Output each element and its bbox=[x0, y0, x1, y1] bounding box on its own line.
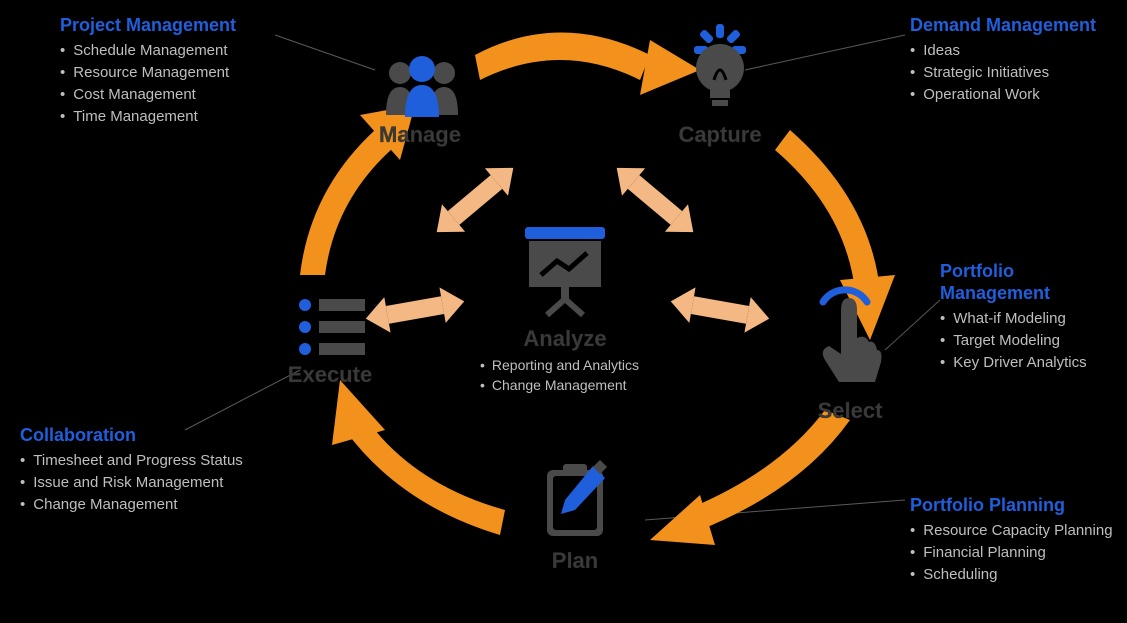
callout-item: Financial Planning bbox=[910, 542, 1113, 564]
callout-title: Portfolio Planning bbox=[910, 495, 1113, 516]
callout-collaboration: Collaboration Timesheet and Progress Sta… bbox=[20, 425, 243, 516]
callout-item: Timesheet and Progress Status bbox=[20, 450, 243, 472]
callout-item: Issue and Risk Management bbox=[20, 472, 243, 494]
cycle-arrow-select-plan bbox=[650, 410, 850, 545]
inner-arrow-execute bbox=[363, 284, 468, 337]
inner-arrow-select bbox=[668, 284, 773, 337]
center-bullet: Reporting and Analytics bbox=[480, 355, 639, 375]
callout-item: Time Management bbox=[60, 106, 236, 128]
callout-item: Resource Management bbox=[60, 62, 236, 84]
people-icon bbox=[386, 56, 458, 117]
inner-arrow-capture bbox=[605, 154, 705, 246]
list-icon bbox=[299, 299, 365, 355]
node-label-select: Select bbox=[780, 398, 920, 424]
node-label-execute: Execute bbox=[260, 362, 400, 388]
cycle-arrow-capture-select bbox=[775, 130, 895, 340]
inner-arrow-manage bbox=[425, 154, 525, 246]
callout-item: What-if Modeling bbox=[940, 308, 1087, 330]
node-label-analyze: Analyze bbox=[495, 326, 635, 352]
callout-item: Scheduling bbox=[910, 564, 1113, 586]
callout-project-management: Project Management Schedule Management R… bbox=[60, 15, 236, 128]
callout-item: Resource Capacity Planning bbox=[910, 520, 1113, 542]
callout-item: Strategic Initiatives bbox=[910, 62, 1096, 84]
callout-demand-management: Demand Management Ideas Strategic Initia… bbox=[910, 15, 1096, 106]
callout-item: Cost Management bbox=[60, 84, 236, 106]
cycle-arrow-plan-execute bbox=[332, 380, 505, 535]
callout-item: Change Management bbox=[20, 494, 243, 516]
node-label-capture: Capture bbox=[650, 122, 790, 148]
analytics-board-icon bbox=[525, 227, 605, 315]
callout-item: Key Driver Analytics bbox=[940, 352, 1087, 374]
node-label-manage: Manage bbox=[350, 122, 490, 148]
callout-title: Demand Management bbox=[910, 15, 1096, 36]
callout-item: Schedule Management bbox=[60, 40, 236, 62]
node-label-plan: Plan bbox=[505, 548, 645, 574]
callout-portfolio-management: PortfolioManagement What-if Modeling Tar… bbox=[940, 260, 1087, 374]
callout-portfolio-planning: Portfolio Planning Resource Capacity Pla… bbox=[910, 495, 1113, 586]
center-bullet: Change Management bbox=[480, 375, 639, 395]
callout-item: Operational Work bbox=[910, 84, 1096, 106]
cycle-arrow-manage-capture bbox=[475, 33, 700, 96]
callout-item: Ideas bbox=[910, 40, 1096, 62]
callout-title: Project Management bbox=[60, 15, 236, 36]
touch-icon bbox=[823, 290, 882, 382]
lightbulb-icon bbox=[694, 24, 746, 106]
center-bullets: Reporting and Analytics Change Managemen… bbox=[480, 355, 639, 395]
callout-item: Target Modeling bbox=[940, 330, 1087, 352]
callout-title: Collaboration bbox=[20, 425, 243, 446]
clipboard-icon bbox=[547, 460, 607, 536]
callout-title: PortfolioManagement bbox=[940, 260, 1087, 304]
